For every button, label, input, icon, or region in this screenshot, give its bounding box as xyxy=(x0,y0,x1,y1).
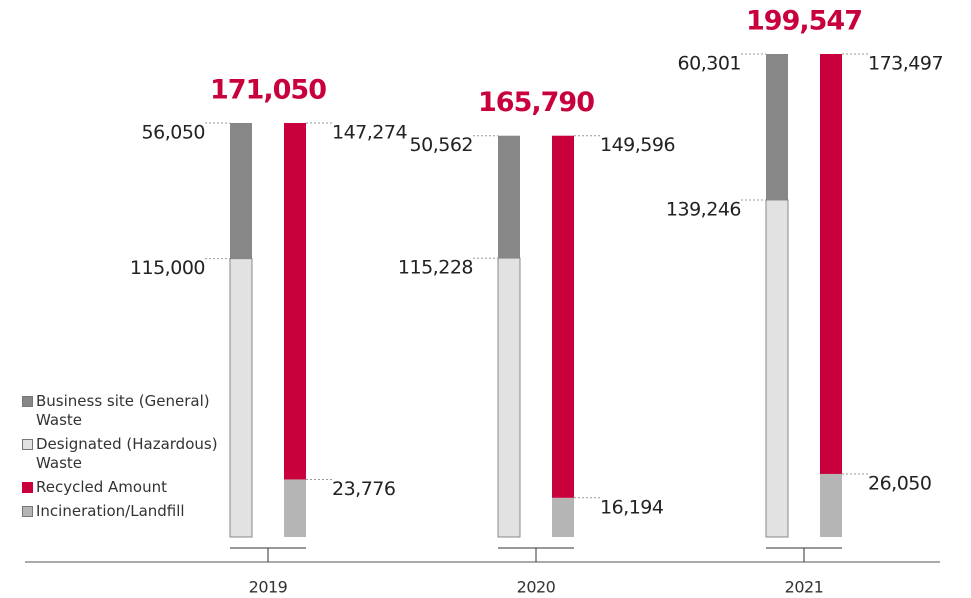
legend-label: Incineration/Landfill xyxy=(36,502,185,520)
bar-segment xyxy=(765,199,789,538)
data-label: 56,050 xyxy=(142,121,205,143)
bar-segment xyxy=(552,135,574,498)
bar-segment xyxy=(284,479,306,537)
bar-segment xyxy=(229,258,253,538)
legend-item: Business site (General) Waste xyxy=(22,392,232,430)
data-label: 60,301 xyxy=(678,53,741,75)
legend-label: Business site (General) Waste xyxy=(36,392,210,429)
total-label: 199,547 xyxy=(746,6,862,37)
legend-swatch xyxy=(22,506,33,517)
bar-segment xyxy=(552,497,574,537)
legend-label: Recycled Amount xyxy=(36,478,167,496)
legend-label: Designated (Hazardous) Waste xyxy=(36,435,218,472)
x-tick-label: 2020 xyxy=(517,578,556,597)
x-tick-label: 2021 xyxy=(785,578,824,597)
bar-segment xyxy=(498,135,520,259)
legend-swatch xyxy=(22,482,33,493)
bar-segment xyxy=(820,473,842,537)
legend-item: Recycled Amount xyxy=(22,478,232,497)
bar-segment xyxy=(230,122,252,259)
legend-item: Incineration/Landfill xyxy=(22,502,232,521)
data-label: 23,776 xyxy=(332,478,395,500)
data-label: 115,000 xyxy=(130,257,205,279)
legend-swatch xyxy=(22,396,33,407)
legend-item: Designated (Hazardous) Waste xyxy=(22,435,232,473)
data-label: 149,596 xyxy=(600,134,675,156)
legend: Business site (General) Waste Designated … xyxy=(22,392,232,526)
bar-segment xyxy=(284,122,306,480)
data-label: 16,194 xyxy=(600,496,664,518)
bar-segment xyxy=(766,54,788,200)
data-label: 115,228 xyxy=(398,257,473,279)
total-label: 171,050 xyxy=(210,74,326,105)
x-tick-label: 2019 xyxy=(249,578,288,597)
data-label: 147,274 xyxy=(332,121,407,143)
data-label: 173,497 xyxy=(868,53,943,75)
bar-segment xyxy=(497,257,521,538)
data-label: 50,562 xyxy=(410,134,473,156)
data-label: 139,246 xyxy=(666,198,741,220)
bar-segment xyxy=(820,54,842,474)
data-label: 26,050 xyxy=(868,472,931,494)
legend-swatch xyxy=(22,439,33,450)
total-label: 165,790 xyxy=(478,87,594,118)
